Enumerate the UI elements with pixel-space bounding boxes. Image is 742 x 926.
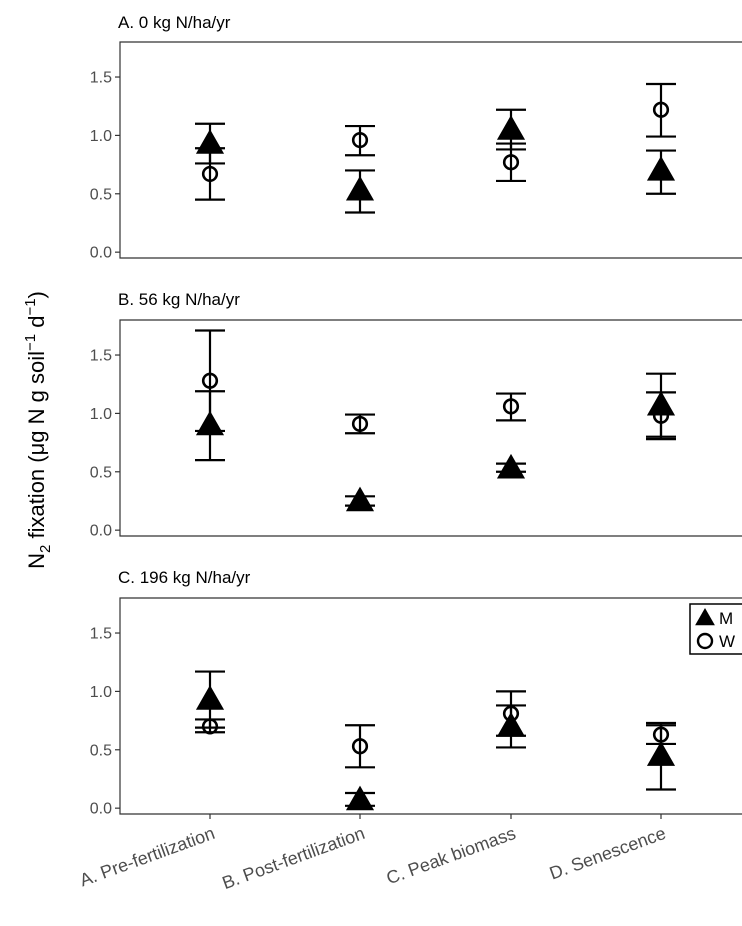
point-M [646,741,676,766]
legend-label: W [719,632,735,651]
x-axis: A. Pre-fertilization B. Post-fertilizatio… [77,814,668,893]
y-tick-label: 0.5 [90,464,112,481]
point-W [201,165,219,183]
y-tick-label: 1.5 [90,626,112,643]
point-M [195,685,225,710]
point-M [195,129,225,154]
panel-2: B. 56 kg N/ha/yr 0.0 0.5 1.0 1.5 [90,290,742,540]
y-tick-label: 0.0 [90,523,112,540]
x-tick-label: D. Senescence [547,823,669,884]
y-tick-label: 1.0 [90,128,112,145]
point-W [652,407,670,424]
panel-1: A. 0 kg N/ha/yr 0.0 0.5 1.0 1.5 [90,13,742,262]
y-title-superscript1: −1 [22,334,39,351]
y-title-base: N [24,553,49,569]
point-M [496,115,526,140]
panel-border [119,319,742,537]
panel-border [119,41,742,259]
error-bar-W [345,124,375,157]
x-tick-label: C. Peak biomass [384,823,519,888]
y-tick-label: 0.5 [90,742,112,759]
error-bar-W [195,718,225,734]
y-tick-label: 0.5 [90,186,112,203]
y-tick-label: 1.0 [90,684,112,701]
error-bar-W [195,147,225,201]
point-M [345,486,375,512]
point-M [345,785,375,811]
panel-title: A. 0 kg N/ha/yr [118,13,231,32]
y-title-superscript2: −1 [22,298,39,315]
point-W [351,131,369,149]
legend: MW [689,603,742,655]
point-W [502,705,520,722]
point-M [496,453,526,479]
legend-label: M [719,609,733,628]
point-M [195,410,225,436]
panels-layer: A. 0 kg N/ha/yr0.00.51.01.5B. 56 kg N/ha… [90,13,742,818]
x-tick-label: B. Post-fertilization [220,823,368,893]
panel-title: B. 56 kg N/ha/yr [118,290,240,309]
y-tick-label: 1.0 [90,406,112,423]
point-W [652,101,670,118]
x-tick-label: A. Pre-fertilization [77,823,217,890]
panel-title: C. 196 kg N/ha/yr [118,568,251,587]
error-bar-W [496,142,526,183]
error-bar-W [646,82,676,138]
point-W [201,372,219,389]
y-tick-label: 1.5 [90,348,112,365]
point-M [646,390,676,416]
y-tick-label: 0.0 [90,801,112,818]
legend-marker-triangle [695,607,715,626]
y-tick-label: 1.5 [90,70,112,87]
legend-frame [689,603,742,655]
point-W [502,154,520,171]
y-title-text3: ) [24,291,49,298]
point-W [351,415,369,433]
legend-marker-circle [696,632,714,650]
point-W [201,718,219,735]
y-axis-title: N2 fixation (μg N g soil−1 d−1) [22,291,54,569]
point-W [351,738,369,755]
point-M [345,175,375,201]
point-M [496,712,526,737]
point-W [652,726,670,743]
error-bar-W [345,724,375,769]
y-tick-label: 0.0 [90,245,112,262]
y-title-text2: d [24,316,49,334]
panel-3: C. 196 kg N/ha/yr 0.0 0.5 1.0 1.5 [90,568,742,818]
error-bar-W [496,392,526,422]
point-M [646,156,676,181]
legend-box: MW [689,603,742,655]
point-W [502,398,520,415]
y-title-text1: fixation (μg N g soil [24,351,49,545]
y-title-base-subscript: 2 [37,545,54,553]
panel-border [119,597,742,815]
